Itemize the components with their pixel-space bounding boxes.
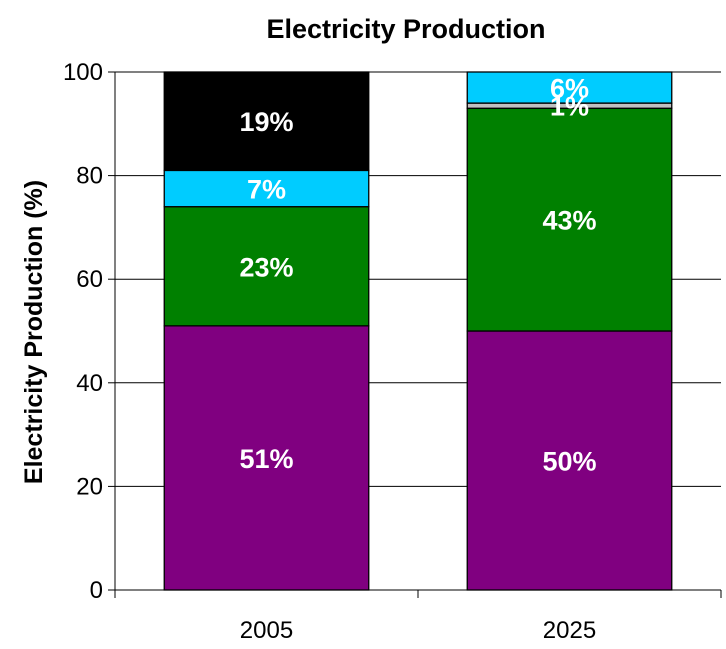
- y-tick-label-100: 100: [63, 59, 103, 86]
- y-tick-label-60: 60: [76, 266, 103, 293]
- x-tick-label-2025: 2025: [543, 617, 596, 644]
- bar-2025-segment-3: [466, 71, 673, 104]
- plot-area: 0 20 40 60 80 100 51% 23% 7% 19% 2005 50% 43% 1%6% 202…: [63, 59, 722, 644]
- chart-title: Electricity Production: [266, 14, 545, 44]
- y-tick-label-0: 0: [90, 577, 103, 604]
- y-tick-label-80: 80: [76, 163, 103, 190]
- y-axis-label: Electricity Production (%): [20, 180, 48, 484]
- bar-2025-label-1: 43%: [542, 206, 596, 236]
- bar-2005-segment-3: [163, 71, 370, 172]
- x-tick-label-2005: 2005: [240, 617, 293, 644]
- bar-2025-segment-0: [466, 330, 673, 591]
- bar-2025-label-0: 50%: [542, 447, 596, 477]
- bar-2025-label-2: 1%: [550, 92, 589, 122]
- y-tick-label-40: 40: [76, 370, 103, 397]
- bar-2005-label-0: 51%: [239, 444, 293, 474]
- bar-2005-label-2: 7%: [247, 175, 286, 205]
- bar-2005-label-1: 23%: [239, 252, 293, 282]
- y-tick-label-20: 20: [76, 473, 103, 500]
- bar-2005-segment-1: [163, 206, 370, 327]
- bar-2025-label-3: 6%: [550, 74, 589, 104]
- bar-2005-segment-0: [163, 325, 370, 591]
- bar-2025-segment-1: [466, 107, 673, 332]
- bar-2005-label-3: 19%: [239, 107, 293, 137]
- bar-2005-segment-2: [163, 169, 370, 208]
